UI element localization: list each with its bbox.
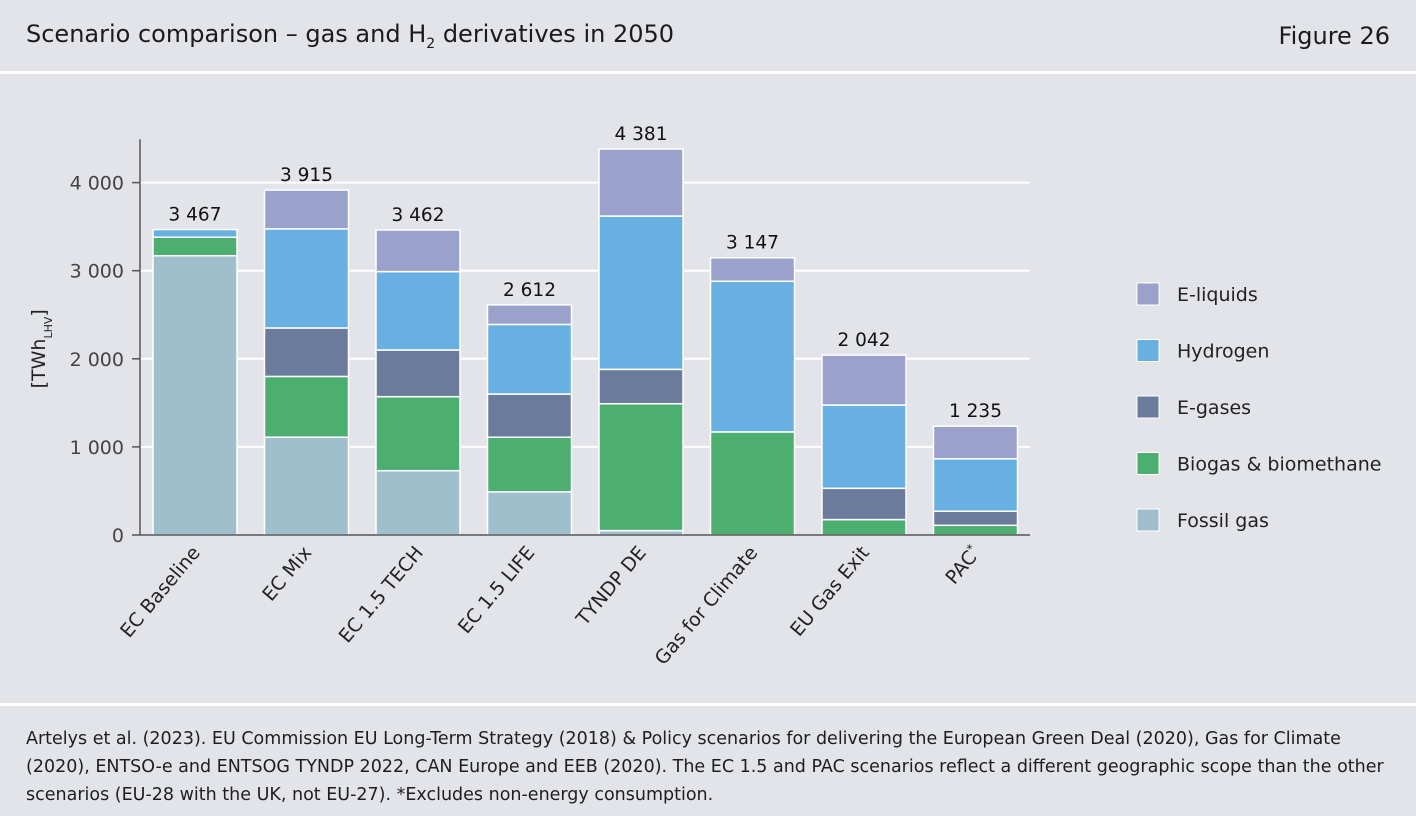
bar-segment-hydrogen <box>263 228 350 329</box>
total-label: 1 235 <box>949 401 1002 422</box>
x-tick-label: EC 1.5 TECH <box>335 542 428 647</box>
x-tick-label: EU Gas Exit <box>786 542 874 641</box>
bar-segment-hydrogen <box>932 458 1019 512</box>
bar-segment-eliquids <box>598 148 684 217</box>
legend-label: E-liquids <box>1177 284 1258 306</box>
bar-segment-fossil <box>486 491 573 536</box>
bar-segment-bio <box>152 236 238 257</box>
bar-segment-bio <box>486 436 573 493</box>
bar-segment-fossil <box>375 469 461 536</box>
header-bar: Scenario comparison – gas and H2 derivat… <box>0 0 1416 74</box>
bar-segment-egas <box>263 327 350 378</box>
bar-segment-egas <box>598 368 684 405</box>
bar-segment-eliquids <box>709 256 796 283</box>
bar-segment-bio <box>821 518 907 536</box>
stacked-bar-chart: 0 1 000 2 000 3 000 4 000 3 467 EC Baseline 3 9… <box>28 124 1381 669</box>
bar-segment-fossil <box>263 436 350 536</box>
legend-label: E-gases <box>1177 397 1251 419</box>
y-axis-label-close: ] <box>28 309 50 316</box>
legend-swatch-fossil <box>1136 508 1160 532</box>
y-tick-label: 3 000 <box>70 261 124 283</box>
legend-label: Biogas & biomethane <box>1177 454 1381 476</box>
total-label: 2 612 <box>503 280 556 301</box>
x-tick-label: EC Mix <box>258 542 316 605</box>
bar-segment-hydrogen <box>598 215 684 371</box>
x-tick-label: EC 1.5 LIFE <box>454 542 539 638</box>
chart-title: Scenario comparison – gas and H2 derivat… <box>26 19 675 52</box>
bar-segment-eliquids <box>486 304 573 326</box>
total-label: 4 381 <box>615 124 668 145</box>
total-label: 2 042 <box>838 330 891 351</box>
bar-segment-bio <box>263 375 350 438</box>
legend-swatch-bio <box>1136 452 1160 475</box>
y-tick-label: 0 <box>112 525 124 547</box>
bar-segment-eliquids <box>263 189 350 230</box>
bar-segment-hydrogen <box>821 404 907 490</box>
total-label: 3 462 <box>392 205 445 226</box>
bar-segment-bio <box>932 524 1019 536</box>
bar-segment-egas <box>821 487 907 521</box>
bar-segment-egas <box>932 510 1019 527</box>
bar-segment-eliquids <box>375 229 461 273</box>
legend-label: Hydrogen <box>1177 341 1269 363</box>
total-label: 3 467 <box>169 205 222 226</box>
source-note: Artelys et al. (2023). EU Commission EU … <box>0 703 1416 816</box>
x-tick-label: Gas for Climate <box>651 542 763 669</box>
bar-segment-bio <box>598 402 684 532</box>
legend-label: Fossil gas <box>1177 510 1269 532</box>
bar-segment-hydrogen <box>375 270 461 351</box>
total-label: 3 147 <box>726 233 779 254</box>
x-tick-label: TYNDP DE <box>572 542 651 631</box>
bar-segment-hydrogen <box>709 280 796 433</box>
x-tick-superscript: * <box>964 541 979 555</box>
y-tick-label: 2 000 <box>70 349 124 371</box>
bar-segment-bio <box>375 395 461 472</box>
legend-swatch-hydrogen <box>1136 339 1160 362</box>
chart-area: 0 1 000 2 000 3 000 4 000 3 467 EC Baseline 3 9… <box>0 77 1416 702</box>
bar-segment-hydrogen <box>152 228 238 238</box>
figure-label: Figure 26 <box>1278 21 1390 50</box>
y-tick-label: 1 000 <box>70 437 124 459</box>
bar-segment-fossil <box>152 254 238 536</box>
bar-segment-eliquids <box>821 354 907 406</box>
bar-segment-egas <box>375 349 461 398</box>
y-axis-label-sub: LHV <box>42 316 55 338</box>
total-label: 3 915 <box>280 165 333 186</box>
bar-segment-egas <box>486 393 573 438</box>
x-tick-label: EC Baseline <box>116 542 205 642</box>
y-axis-label-main: [TWh <box>28 339 50 389</box>
legend-swatch-eliquids <box>1136 282 1160 306</box>
bar-segment-eliquids <box>932 425 1019 460</box>
y-tick-label: 4 000 <box>70 173 124 195</box>
bar-segment-bio <box>709 431 796 536</box>
legend-swatch-egas <box>1136 395 1160 419</box>
bar-segment-hydrogen <box>486 323 573 395</box>
y-axis-label: [TWhLHV] <box>28 309 55 388</box>
x-tick-label: PAC* <box>941 541 986 588</box>
